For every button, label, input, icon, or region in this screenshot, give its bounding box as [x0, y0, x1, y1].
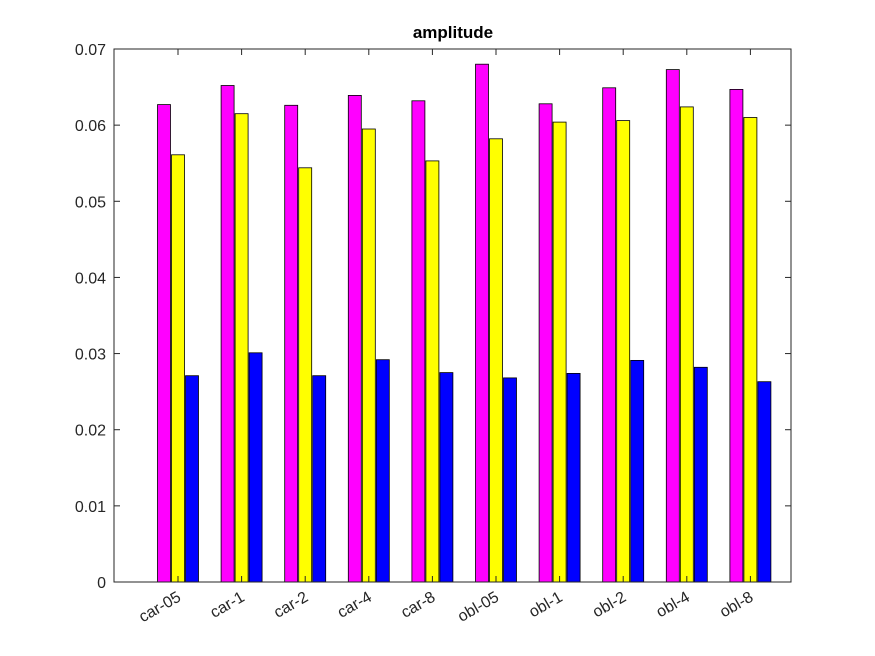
- chart-title: amplitude: [413, 23, 493, 42]
- y-tick-label: 0.07: [75, 42, 106, 59]
- bar-car-4-s1: [347, 95, 362, 583]
- bar-car-8-s3: [439, 372, 454, 583]
- bar-car-05-s3: [185, 375, 199, 583]
- bar-obl-8-s3: [757, 381, 772, 583]
- x-tick-label: car-8: [398, 589, 438, 622]
- x-tick-label: car-4: [335, 589, 375, 622]
- bar-car-4-s2: [361, 128, 376, 583]
- x-tick-label: car-1: [208, 589, 248, 622]
- bar-obl-4-s2: [679, 106, 694, 583]
- x-tick-label: obl-05: [455, 589, 502, 626]
- bar-car-1-s3: [248, 352, 263, 583]
- y-tick-label: 0.04: [75, 270, 106, 287]
- x-tick-label: car-2: [271, 589, 311, 622]
- bar-car-1-s2: [234, 113, 249, 583]
- x-tick-label: obl-2: [590, 589, 629, 622]
- bar-obl-1-s2: [552, 121, 567, 583]
- bar-obl-05-s2: [489, 138, 503, 583]
- bar-obl-05-s1: [475, 63, 489, 583]
- bar-car-8-s2: [425, 160, 440, 583]
- x-tick-label: car-05: [136, 589, 184, 626]
- bar-car-2-s2: [298, 167, 313, 583]
- bar-obl-05-s3: [503, 377, 517, 583]
- bar-car-4-s3: [375, 359, 390, 583]
- bar-obl-4-s3: [693, 366, 708, 583]
- bar-car-2-s1: [284, 104, 299, 583]
- bars-group: [157, 63, 772, 583]
- bar-car-8-s1: [411, 100, 426, 583]
- bar-car-05-s1: [157, 104, 171, 583]
- y-tick-label: 0: [97, 575, 106, 592]
- bar-obl-8-s1: [729, 89, 744, 583]
- bar-obl-2-s3: [630, 359, 645, 583]
- bar-obl-4-s1: [665, 69, 680, 583]
- x-tick-label: obl-4: [653, 589, 692, 622]
- bar-obl-2-s2: [616, 120, 631, 583]
- y-tick-label: 0.06: [75, 118, 106, 135]
- bar-obl-2-s1: [602, 87, 617, 583]
- axes-box: [113, 48, 792, 583]
- bar-obl-8-s2: [743, 117, 758, 583]
- y-tick-label: 0.03: [75, 347, 106, 364]
- y-tick-label: 0.01: [75, 499, 106, 516]
- y-tick-label: 0.05: [75, 194, 106, 211]
- bar-car-2-s3: [312, 375, 327, 583]
- bar-obl-1-s1: [538, 103, 553, 583]
- bar-obl-1-s3: [566, 372, 581, 583]
- x-tick-label: obl-8: [717, 589, 756, 622]
- bar-car-1-s1: [220, 85, 235, 583]
- bar-car-05-s2: [171, 154, 185, 583]
- y-tick-label: 0.02: [75, 423, 106, 440]
- x-tick-label: obl-1: [526, 589, 565, 622]
